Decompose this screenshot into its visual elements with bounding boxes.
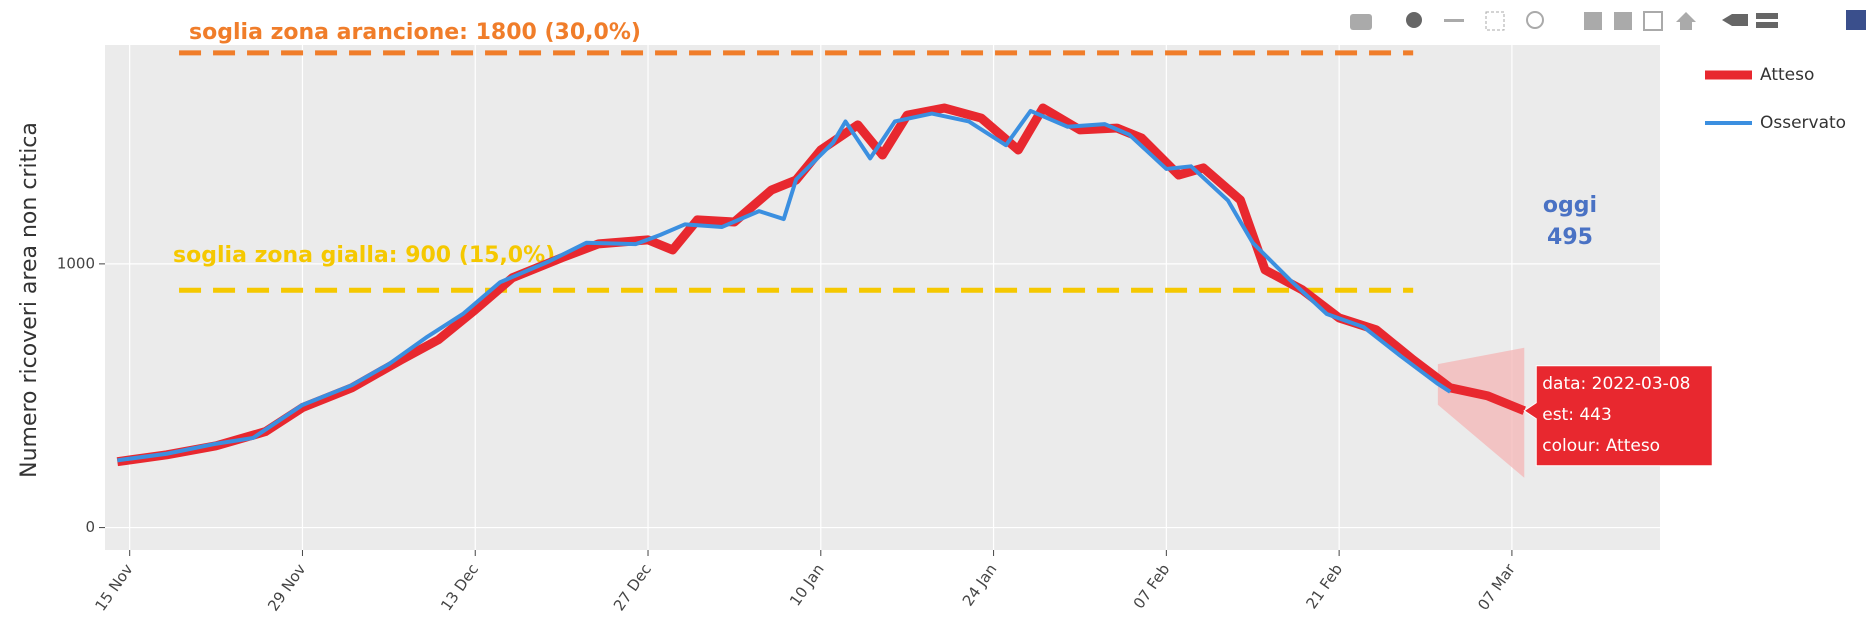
lasso-icon[interactable] [1526, 11, 1544, 29]
tooltip-text: colour: Atteso [1542, 436, 1660, 456]
confidence-band [1437, 347, 1525, 478]
legend-label: Atteso [1760, 65, 1814, 85]
threshold-label: soglia zona arancione: 1800 (30,0%) [189, 20, 641, 45]
hover-compare-icon[interactable] [1756, 22, 1778, 28]
zoom-in-icon[interactable] [1584, 12, 1602, 30]
zoom-out-icon[interactable] [1614, 12, 1632, 30]
x-tick-label: 07 Feb [1130, 561, 1174, 613]
plot-background [105, 45, 1660, 550]
pan-icon[interactable] [1444, 19, 1464, 22]
x-tick-label: 29 Nov [264, 560, 309, 614]
y-axis-label: Numero ricoveri area non critica [17, 122, 42, 478]
hover-closest-icon[interactable] [1722, 14, 1748, 26]
zoom-icon[interactable] [1406, 12, 1422, 28]
camera-icon[interactable] [1350, 14, 1372, 30]
data-line [116, 103, 1526, 467]
x-tick-label: 27 Dec [610, 561, 655, 615]
x-tick-label: 10 Jan [786, 561, 828, 610]
toolbar[interactable] [1350, 10, 1866, 31]
autoscale-icon[interactable] [1643, 11, 1663, 31]
threshold-label: soglia zona gialla: 900 (15,0%) [173, 243, 555, 268]
today-label: oggi [1543, 193, 1597, 218]
tooltip-text: est: 443 [1542, 405, 1612, 425]
x-tick-label: 07 Mar [1474, 560, 1519, 614]
reset-icon[interactable] [1676, 12, 1696, 30]
tooltip-text: data: 2022-03-08 [1542, 374, 1690, 394]
today-value: 495 [1547, 225, 1593, 250]
tooltip-box [1523, 365, 1713, 467]
x-tick-label: 15 Nov [91, 560, 136, 614]
y-tick-label: 1000 [57, 254, 95, 272]
x-tick-label: 24 Jan [959, 561, 1001, 610]
x-tick-label: 13 Dec [437, 561, 482, 615]
x-tick-label: 21 Feb [1302, 561, 1346, 613]
legend-label: Osservato [1760, 113, 1846, 133]
plotly-logo[interactable] [1846, 10, 1866, 30]
y-tick-label: 0 [85, 518, 95, 536]
hover-compare-icon[interactable] [1756, 13, 1778, 19]
data-line [117, 108, 1452, 463]
box-select-icon[interactable] [1485, 11, 1505, 31]
